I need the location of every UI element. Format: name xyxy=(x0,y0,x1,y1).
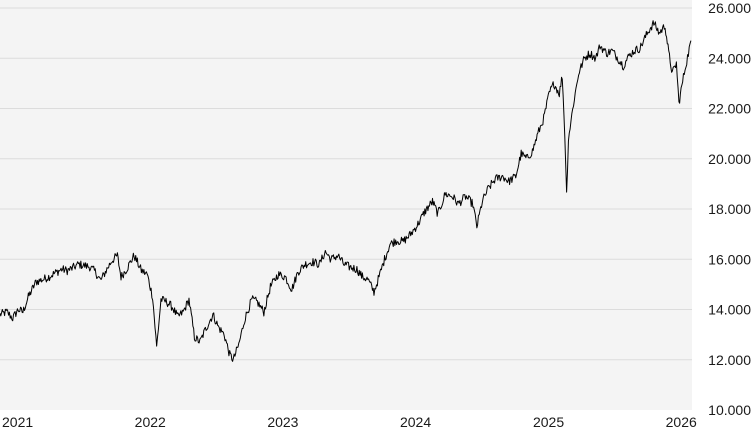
y-tick-label: 22.000 xyxy=(708,101,751,117)
x-tick-label: 2025 xyxy=(533,414,564,430)
gridlines xyxy=(0,7,692,361)
y-tick-label: 18.000 xyxy=(708,201,751,217)
x-tick-label: 2023 xyxy=(267,414,298,430)
x-tick-label: 2026 xyxy=(666,414,697,430)
y-tick-label: 20.000 xyxy=(708,151,751,167)
y-tick-label: 12.000 xyxy=(708,352,751,368)
y-tick-label: 16.000 xyxy=(708,251,751,267)
y-axis: 10.000 12.000 14.000 16.000 18.000 20.000 22.0… xyxy=(708,0,751,418)
y-tick-label: 24.000 xyxy=(708,50,751,66)
y-tick-label: 10.000 xyxy=(708,402,751,418)
series-line xyxy=(0,20,692,362)
x-tick-label: 2022 xyxy=(135,414,166,430)
x-axis: 2021 2022 2023 2024 2025 2026 xyxy=(2,414,697,430)
y-tick-label: 14.000 xyxy=(708,302,751,318)
x-tick-label: 2024 xyxy=(400,414,431,430)
x-tick-label: 2021 xyxy=(2,414,33,430)
series-group xyxy=(0,20,692,362)
plot-area xyxy=(0,0,692,410)
y-tick-label: 26.000 xyxy=(708,0,751,16)
